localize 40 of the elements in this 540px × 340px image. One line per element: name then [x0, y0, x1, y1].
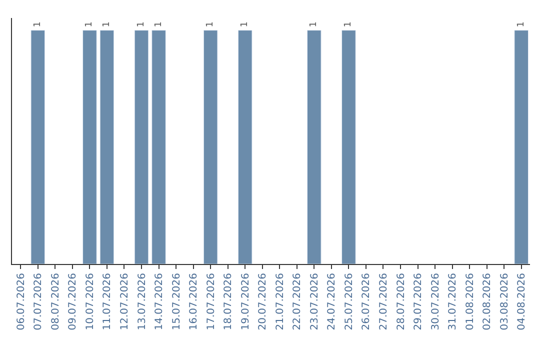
x-tick-label: 27.07.2026 [378, 273, 390, 330]
x-tick-label: 09.07.2026 [68, 273, 79, 330]
x-tick-label: 19.07.2026 [240, 273, 252, 330]
x-tick-label: 21.07.2026 [274, 273, 286, 330]
x-tick-label: 15.07.2026 [171, 273, 182, 330]
x-tick-label: 10.07.2026 [84, 273, 96, 330]
data-label: 1 [136, 22, 146, 28]
data-label: 1 [240, 22, 250, 28]
x-tick-label: 25.07.2026 [344, 273, 355, 330]
x-tick-label: 22.07.2026 [292, 273, 304, 330]
x-tick-label: 14.07.2026 [154, 273, 166, 330]
data-label: 1 [206, 22, 216, 28]
x-tick-label: 31.07.2026 [448, 273, 459, 330]
x-tick-label: 20.07.2026 [258, 273, 269, 330]
x-tick-label: 11.07.2026 [102, 273, 114, 330]
x-tick-label: 16.07.2026 [188, 273, 200, 330]
x-tick-label: 30.07.2026 [430, 273, 442, 330]
data-label: 1 [516, 22, 526, 28]
data-label: 1 [102, 22, 112, 28]
data-label: 1 [154, 22, 164, 28]
x-tick-label: 04.08.2026 [516, 273, 528, 330]
x-tick-label: 12.07.2026 [119, 273, 130, 330]
x-tick-label: 23.07.2026 [309, 273, 320, 330]
x-tick-label: 08.07.2026 [50, 273, 62, 330]
data-label: 1 [84, 22, 95, 28]
x-tick-label: 13.07.2026 [136, 273, 148, 330]
x-tick-label: 06.07.2026 [16, 273, 27, 330]
x-tick-label: 02.08.2026 [482, 273, 494, 330]
x-tick-label: 26.07.2026 [361, 273, 372, 330]
x-tick-label: 28.07.2026 [396, 273, 407, 330]
data-label: 1 [32, 22, 43, 28]
x-tick-label: 18.07.2026 [223, 273, 234, 330]
x-tick-label: 24.07.2026 [326, 273, 338, 330]
x-tick-label: 01.08.2026 [464, 273, 476, 330]
x-tick-label: 07.07.2026 [33, 273, 44, 330]
x-tick-label: 03.08.2026 [499, 273, 510, 330]
x-tick-label: 29.07.2026 [413, 273, 424, 330]
data-label: 1 [344, 22, 354, 28]
data-label: 1 [309, 22, 320, 28]
x-tick-label: 17.07.2026 [206, 273, 217, 330]
